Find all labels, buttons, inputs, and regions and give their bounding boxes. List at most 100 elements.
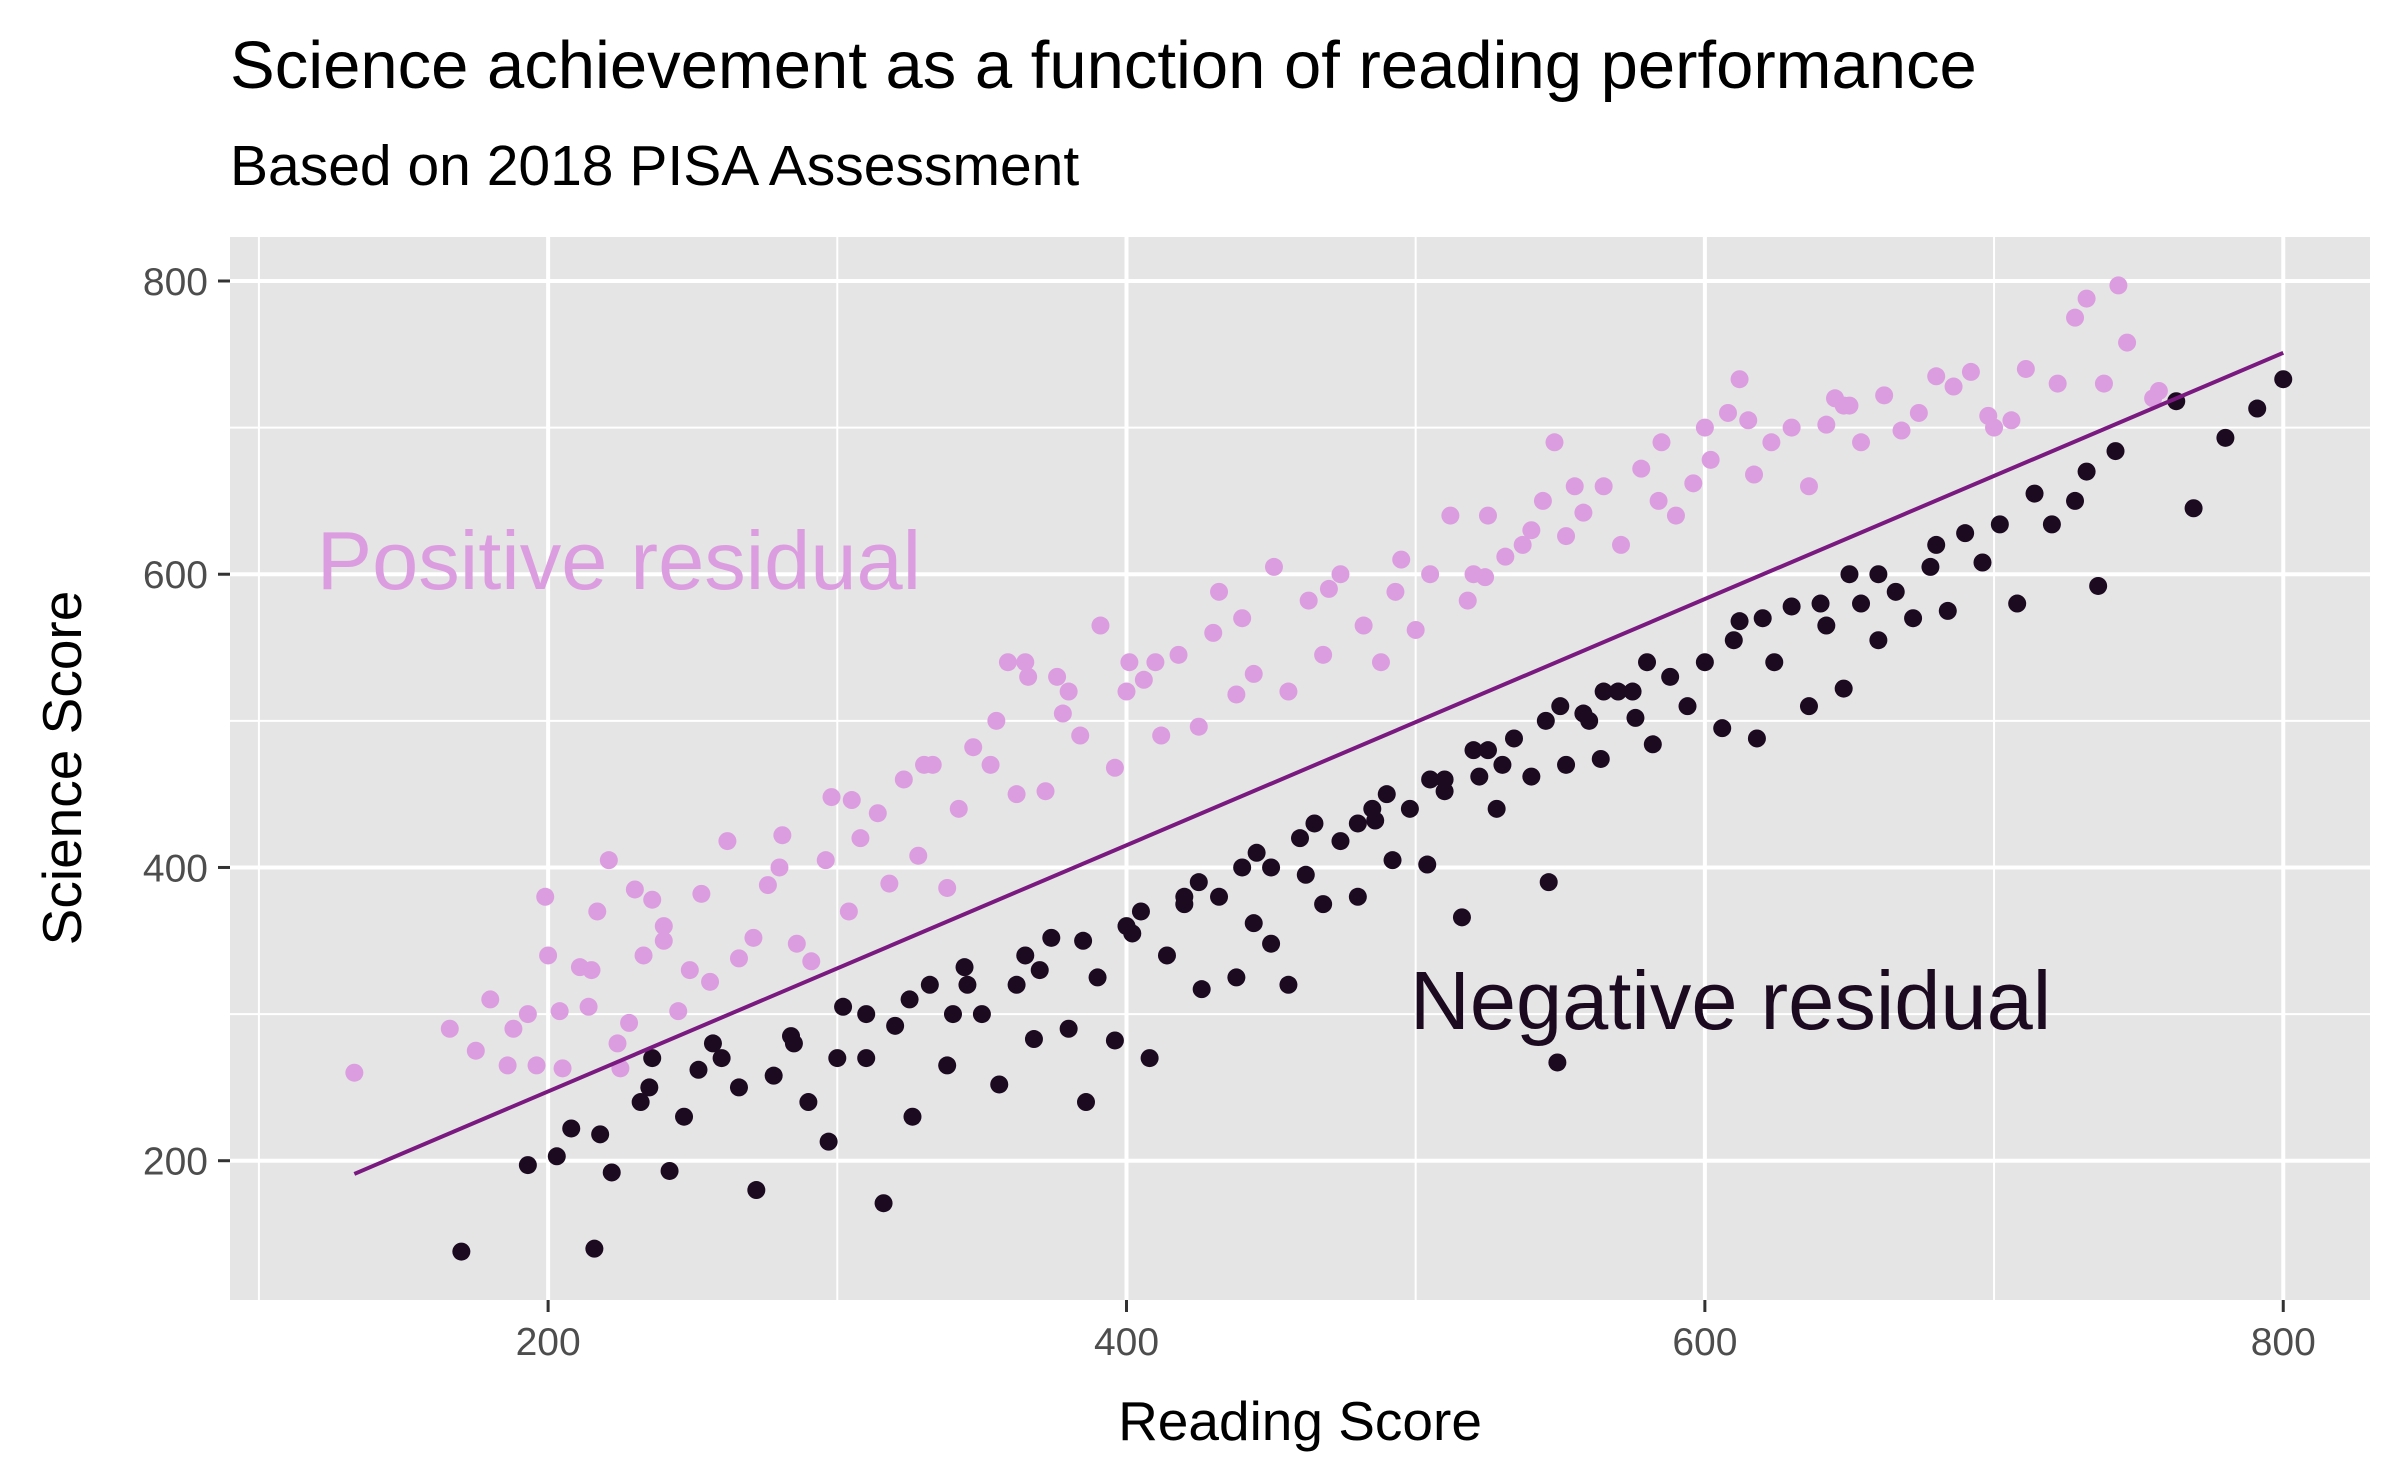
negative-residual-point bbox=[938, 1056, 957, 1075]
negative-residual-point bbox=[828, 1049, 847, 1068]
negative-residual-point bbox=[1747, 729, 1766, 748]
positive-residual-point bbox=[1048, 667, 1067, 686]
negative-residual-point bbox=[955, 958, 974, 977]
positive-residual-point bbox=[1091, 616, 1110, 635]
negative-residual-point bbox=[1331, 832, 1350, 851]
positive-residual-point bbox=[718, 832, 737, 851]
positive-residual-point bbox=[880, 874, 899, 893]
negative-residual-point bbox=[1799, 697, 1818, 716]
negative-residual-point bbox=[1551, 697, 1570, 716]
positive-residual-point bbox=[1059, 682, 1078, 701]
negative-residual-point bbox=[1522, 767, 1541, 786]
negative-residual-point bbox=[1713, 719, 1732, 738]
negative-residual-point bbox=[1765, 653, 1784, 672]
positive-residual-point bbox=[1007, 785, 1026, 804]
negative-residual-point bbox=[547, 1147, 566, 1166]
negative-residual-point bbox=[1377, 785, 1396, 804]
negative-residual-point bbox=[2089, 576, 2108, 595]
negative-residual-point bbox=[643, 1049, 662, 1068]
negative-residual-point bbox=[1580, 711, 1599, 730]
negative-residual-point bbox=[1030, 961, 1049, 980]
chart-subtitle: Based on 2018 PISA Assessment bbox=[230, 134, 1079, 198]
negative-residual-point bbox=[660, 1161, 679, 1180]
negative-residual-point bbox=[1247, 843, 1266, 862]
positive-residual-point bbox=[1146, 653, 1165, 672]
negative-residual-point bbox=[1536, 711, 1555, 730]
positive-residual-point bbox=[1134, 670, 1153, 689]
negative-residual-point bbox=[2042, 515, 2061, 534]
negative-residual-point bbox=[689, 1060, 708, 1079]
positive-residual-point bbox=[1533, 491, 1552, 510]
negative-residual-point bbox=[1117, 917, 1136, 936]
positive-residual-point bbox=[1826, 389, 1844, 408]
negative-residual-point bbox=[874, 1194, 893, 1213]
negative-residual-point bbox=[1753, 609, 1772, 628]
x-tick-label: 400 bbox=[1094, 1321, 1159, 1364]
x-tick-label: 800 bbox=[2251, 1321, 2316, 1364]
negative-residual-point bbox=[1077, 1093, 1095, 1112]
negative-residual-point bbox=[1262, 858, 1281, 877]
positive-residual-point bbox=[964, 738, 983, 757]
negative-residual-point bbox=[1973, 553, 1992, 572]
negative-residual-point bbox=[1418, 855, 1437, 874]
positive-residual-point bbox=[2048, 374, 2067, 393]
positive-residual-point bbox=[1739, 411, 1758, 430]
positive-residual-point bbox=[1513, 535, 1532, 554]
positive-residual-point bbox=[1666, 506, 1685, 525]
negative-residual-point bbox=[1591, 749, 1610, 768]
positive-residual-point bbox=[1565, 477, 1584, 496]
negative-residual-point bbox=[2066, 491, 2085, 510]
positive-residual-point bbox=[1695, 418, 1714, 437]
positive-residual-point bbox=[1684, 474, 1703, 493]
negative-residual-point bbox=[1348, 887, 1367, 906]
negative-residual-point bbox=[2106, 442, 2125, 461]
negative-residual-point bbox=[857, 1005, 876, 1024]
positive-residual-point bbox=[680, 961, 699, 980]
positive-residual-point bbox=[599, 851, 618, 870]
positive-residual-point bbox=[625, 880, 644, 899]
positive-residual-point bbox=[1169, 645, 1188, 664]
positive-residual-point bbox=[498, 1056, 517, 1075]
positive-residual-point bbox=[2066, 308, 2085, 327]
negative-residual-point bbox=[1016, 946, 1035, 965]
positive-residual-point bbox=[701, 972, 720, 991]
annotation-negative-residual: Negative residual bbox=[1410, 954, 2051, 1047]
negative-residual-point bbox=[1192, 980, 1211, 999]
y-tick-label: 400 bbox=[143, 847, 208, 890]
positive-residual-point bbox=[1840, 396, 1859, 415]
positive-residual-point bbox=[1782, 418, 1801, 437]
negative-residual-point bbox=[1493, 755, 1512, 774]
negative-residual-point bbox=[1233, 858, 1252, 877]
negative-residual-point bbox=[1623, 682, 1642, 701]
negative-residual-point bbox=[1059, 1019, 1078, 1038]
negative-residual-point bbox=[1834, 679, 1853, 698]
positive-residual-point bbox=[1264, 557, 1283, 576]
negative-residual-point bbox=[900, 990, 919, 1009]
negative-residual-point bbox=[703, 1034, 722, 1053]
positive-residual-point bbox=[1927, 367, 1946, 386]
positive-residual-point bbox=[1496, 547, 1515, 566]
positive-residual-point bbox=[1227, 685, 1246, 704]
negative-residual-point bbox=[1105, 1031, 1124, 1050]
positive-residual-point bbox=[842, 791, 861, 810]
positive-residual-point bbox=[915, 755, 934, 774]
negative-residual-point bbox=[1938, 601, 1957, 620]
fit-line bbox=[353, 350, 2285, 1176]
negative-residual-point bbox=[1638, 653, 1657, 672]
positive-residual-point bbox=[1406, 620, 1425, 639]
negative-residual-point bbox=[1487, 799, 1506, 818]
positive-residual-point bbox=[1319, 579, 1338, 598]
negative-residual-point bbox=[1557, 755, 1576, 774]
negative-residual-point bbox=[1869, 565, 1888, 584]
positive-residual-point bbox=[1892, 421, 1911, 440]
positive-residual-point bbox=[1386, 582, 1405, 601]
negative-residual-point bbox=[1626, 708, 1645, 727]
x-axis-ticks: 200 400 600 800 bbox=[516, 1300, 2316, 1364]
negative-residual-point bbox=[1296, 865, 1315, 884]
negative-residual-point bbox=[943, 1005, 962, 1024]
chart-title: Science achievement as a function of rea… bbox=[230, 28, 1977, 103]
positive-residual-point bbox=[1649, 491, 1668, 510]
negative-residual-point bbox=[1678, 697, 1697, 716]
positive-residual-point bbox=[787, 934, 806, 953]
positive-residual-point bbox=[1371, 653, 1390, 672]
